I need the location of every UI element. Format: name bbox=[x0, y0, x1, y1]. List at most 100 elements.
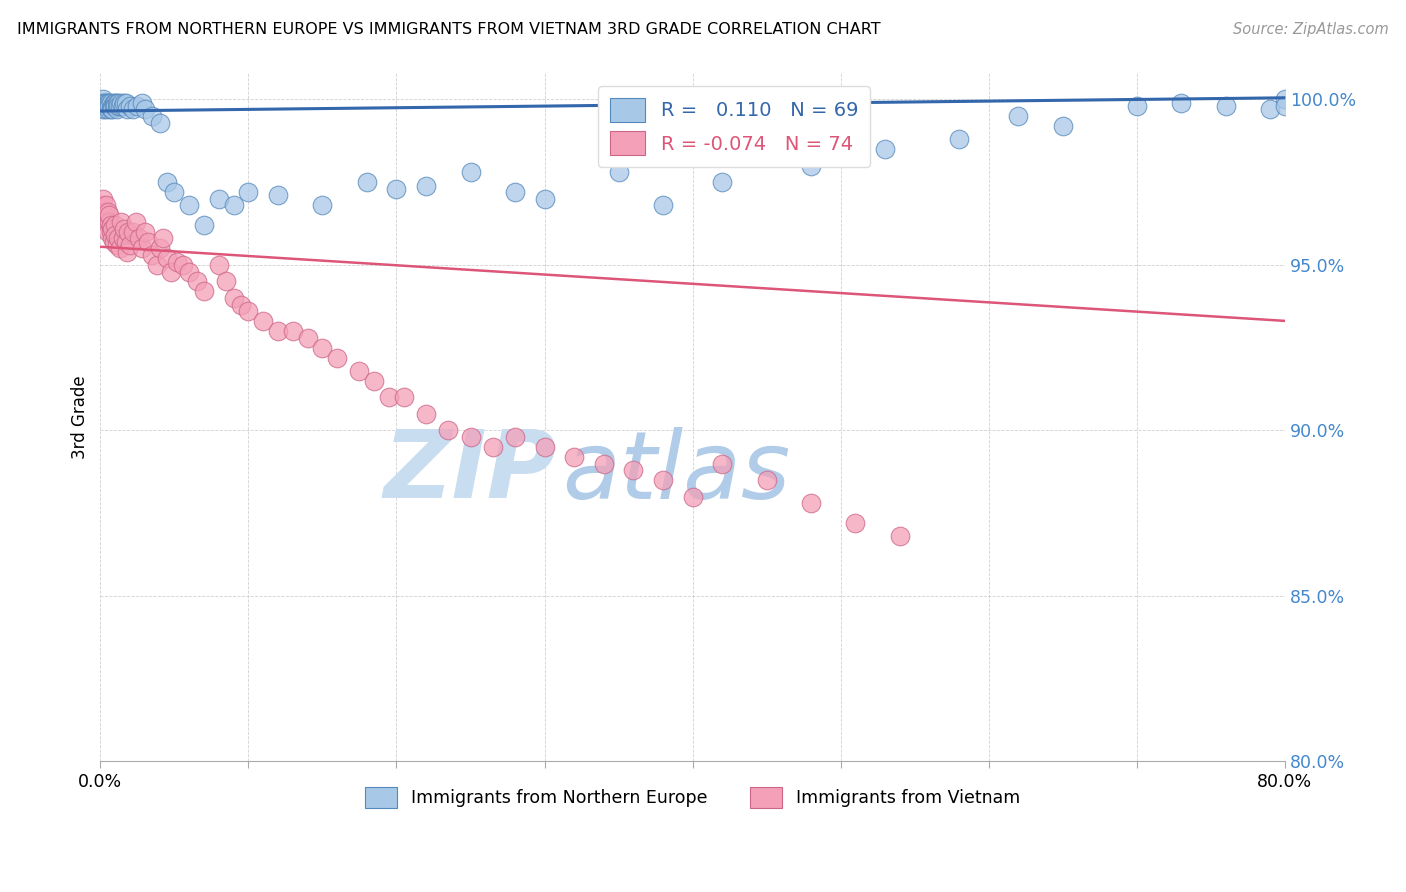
Point bbox=[1052, 119, 1074, 133]
Point bbox=[96, 99, 118, 113]
Point bbox=[112, 95, 135, 110]
Point bbox=[108, 241, 131, 255]
Point bbox=[392, 390, 415, 404]
Point bbox=[111, 231, 134, 245]
Point bbox=[281, 324, 304, 338]
Point bbox=[105, 238, 128, 252]
Point bbox=[166, 254, 188, 268]
Text: Source: ZipAtlas.com: Source: ZipAtlas.com bbox=[1233, 22, 1389, 37]
Point bbox=[96, 198, 118, 212]
Point bbox=[311, 341, 333, 355]
Point bbox=[1007, 109, 1029, 123]
Point bbox=[415, 407, 437, 421]
Point bbox=[460, 430, 482, 444]
Point bbox=[101, 221, 124, 235]
Point bbox=[94, 205, 117, 219]
Point bbox=[148, 241, 170, 255]
Point bbox=[136, 235, 159, 249]
Point bbox=[152, 231, 174, 245]
Point bbox=[91, 192, 114, 206]
Point bbox=[222, 291, 245, 305]
Point bbox=[208, 192, 231, 206]
Point bbox=[97, 99, 120, 113]
Point bbox=[105, 103, 128, 117]
Point bbox=[267, 188, 290, 202]
Point bbox=[621, 463, 644, 477]
Point bbox=[100, 103, 122, 117]
Point bbox=[100, 225, 122, 239]
Point bbox=[800, 496, 823, 510]
Point bbox=[110, 215, 132, 229]
Point bbox=[98, 215, 121, 229]
Point bbox=[193, 285, 215, 299]
Point bbox=[208, 258, 231, 272]
Point bbox=[96, 95, 118, 110]
Point bbox=[103, 235, 125, 249]
Point bbox=[948, 132, 970, 146]
Point bbox=[222, 198, 245, 212]
Point bbox=[1258, 103, 1281, 117]
Point bbox=[90, 198, 112, 212]
Point bbox=[98, 99, 121, 113]
Point bbox=[122, 103, 145, 117]
Point bbox=[186, 275, 208, 289]
Point bbox=[100, 219, 122, 233]
Point bbox=[533, 192, 555, 206]
Point bbox=[311, 198, 333, 212]
Point bbox=[156, 252, 179, 266]
Point bbox=[179, 264, 201, 278]
Point bbox=[114, 95, 136, 110]
Point bbox=[1170, 95, 1192, 110]
Point bbox=[114, 235, 136, 249]
Legend: Immigrants from Northern Europe, Immigrants from Vietnam: Immigrants from Northern Europe, Immigra… bbox=[359, 780, 1026, 814]
Point bbox=[94, 103, 117, 117]
Point bbox=[503, 185, 526, 199]
Point bbox=[326, 351, 349, 365]
Point bbox=[652, 198, 675, 212]
Point bbox=[97, 225, 120, 239]
Point bbox=[134, 225, 156, 239]
Point bbox=[103, 95, 125, 110]
Point bbox=[90, 95, 112, 110]
Point bbox=[172, 258, 194, 272]
Point bbox=[156, 175, 179, 189]
Y-axis label: 3rd Grade: 3rd Grade bbox=[72, 376, 89, 459]
Point bbox=[1274, 93, 1296, 107]
Point bbox=[118, 99, 141, 113]
Point bbox=[97, 95, 120, 110]
Point bbox=[1274, 99, 1296, 113]
Point bbox=[349, 364, 371, 378]
Point bbox=[107, 99, 129, 113]
Point bbox=[145, 258, 167, 272]
Point bbox=[90, 99, 112, 113]
Point bbox=[100, 95, 122, 110]
Point bbox=[115, 103, 138, 117]
Point bbox=[98, 95, 121, 110]
Point bbox=[110, 95, 132, 110]
Point bbox=[800, 159, 823, 173]
Point bbox=[179, 198, 201, 212]
Point bbox=[98, 208, 121, 222]
Point bbox=[104, 219, 127, 233]
Point bbox=[437, 424, 460, 438]
Point bbox=[94, 99, 117, 113]
Point bbox=[107, 231, 129, 245]
Point bbox=[607, 165, 630, 179]
Point bbox=[711, 175, 734, 189]
Point bbox=[252, 314, 274, 328]
Point bbox=[356, 175, 378, 189]
Point bbox=[122, 225, 145, 239]
Point bbox=[131, 95, 153, 110]
Point bbox=[134, 103, 156, 117]
Point bbox=[107, 95, 129, 110]
Point bbox=[104, 228, 127, 243]
Point bbox=[481, 440, 503, 454]
Point bbox=[96, 215, 118, 229]
Text: atlas: atlas bbox=[562, 426, 790, 517]
Point bbox=[889, 529, 911, 543]
Point bbox=[163, 185, 186, 199]
Point bbox=[97, 205, 120, 219]
Point bbox=[652, 473, 675, 487]
Point bbox=[105, 95, 128, 110]
Point bbox=[229, 298, 252, 312]
